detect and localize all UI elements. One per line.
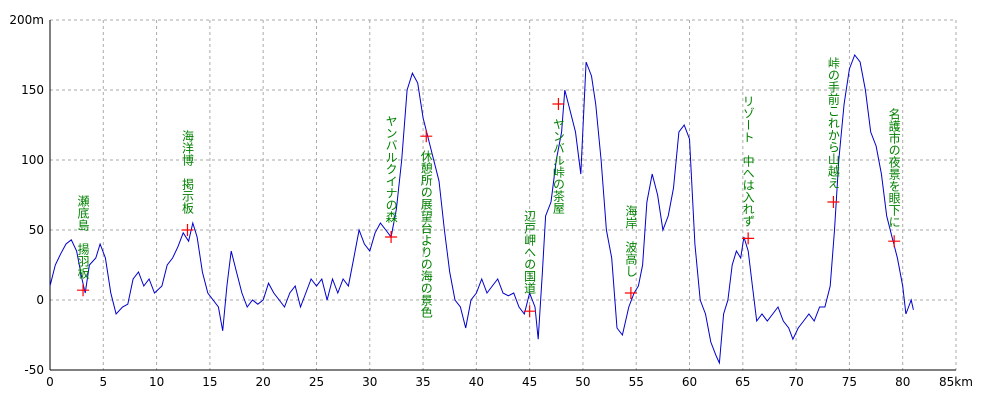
marker: [552, 98, 565, 110]
marker: [420, 130, 433, 143]
marker: [181, 224, 194, 236]
x-tick-label: 85km: [939, 375, 973, 389]
y-tick-label: -50: [24, 363, 44, 377]
y-tick-label: 50: [29, 223, 44, 237]
annotation-label: 峠の手前これから山越え: [826, 56, 840, 189]
x-tick-label: 70: [788, 375, 803, 389]
annotation-label: 休憩所の展望台よりの海の景色: [419, 150, 433, 318]
y-tick-label: 0: [36, 293, 44, 307]
x-tick-label: 5: [99, 375, 107, 389]
annotation-label: 瀬底島 揚羽板: [76, 195, 90, 280]
marker: [77, 284, 90, 297]
x-tick-label: 40: [469, 375, 484, 389]
x-tick-label: 45: [522, 375, 537, 389]
marker: [827, 196, 840, 208]
x-tick-label: 0: [46, 375, 54, 389]
x-tick-label: 80: [895, 375, 910, 389]
x-tick-label: 55: [629, 375, 644, 389]
marker: [888, 235, 901, 248]
annotation-label: ヤンバルクイナの森: [384, 115, 398, 223]
annotation-label: 海岸 波高し: [624, 204, 638, 277]
annotation-label: 海洋博 掲示板: [180, 129, 194, 215]
x-tick-label: 60: [682, 375, 697, 389]
marker: [742, 232, 755, 245]
annotation-label: 名護市の夜景を眼下に: [887, 107, 901, 228]
x-tick-label: 35: [415, 375, 430, 389]
x-tick-label: 15: [202, 375, 217, 389]
marker: [385, 231, 398, 243]
x-tick-label: 75: [842, 375, 857, 389]
annotation-label: 辺戸岬への国道: [523, 210, 537, 294]
x-tick-label: 30: [362, 375, 377, 389]
x-tick-label: 50: [575, 375, 590, 389]
x-tick-label: 65: [735, 375, 750, 389]
y-tick-label: 200m: [9, 13, 44, 27]
x-tick-label: 25: [309, 375, 324, 389]
x-tick-label: 20: [256, 375, 271, 389]
elevation-line: [49, 53, 914, 365]
annotation-label: ヤンバル峠の茶屋: [551, 118, 565, 215]
annotation-label: リゾート 中へは入れず: [741, 95, 755, 227]
x-tick-label: 10: [149, 375, 164, 389]
y-tick-label: 100: [21, 153, 44, 167]
marker: [624, 287, 637, 299]
marker: [523, 305, 536, 318]
y-tick-label: 150: [21, 83, 44, 97]
